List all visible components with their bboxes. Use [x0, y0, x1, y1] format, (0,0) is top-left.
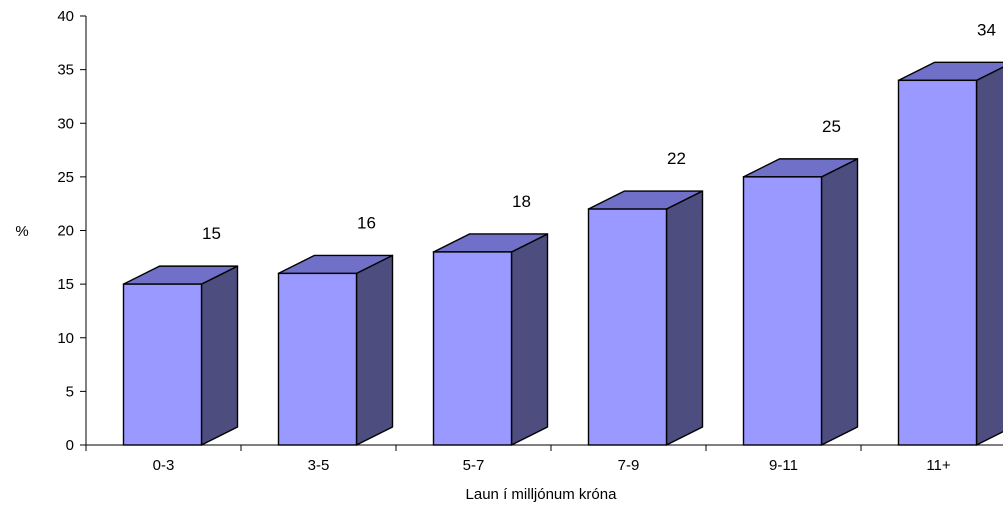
data-labels: 15 16 18 22 25 34 [202, 20, 996, 243]
bar-front-face [587, 208, 668, 446]
x-tick-label: 3-5 [308, 457, 330, 474]
bar [432, 233, 549, 446]
x-tick-label: 0-3 [153, 457, 175, 474]
data-label: 18 [512, 192, 531, 211]
bar-front-face [277, 272, 358, 446]
y-tick-label: 5 [66, 383, 74, 400]
bar [277, 254, 394, 446]
bar-side-face [820, 158, 859, 446]
x-tick-label: 7-9 [618, 457, 640, 474]
y-tick-label: 40 [57, 8, 74, 25]
y-tick-label: 20 [57, 223, 74, 240]
x-tick-label: 11+ [926, 457, 951, 474]
bar-front-face [897, 79, 978, 446]
bar-side-face [510, 233, 549, 446]
axes: 0 5 10 15 20 25 30 35 40 0-3 3-5 5-7 7-9 9-11 11+ [57, 8, 1003, 474]
bar [897, 61, 1003, 446]
data-label: 16 [357, 213, 376, 232]
bar-front-face [122, 283, 203, 446]
y-axis-title: % [15, 223, 28, 240]
bar [742, 158, 859, 446]
y-tick-label: 30 [57, 115, 74, 132]
bar-side-face [665, 190, 704, 446]
x-tick-label: 9-11 [769, 457, 798, 474]
y-tick-label: 25 [57, 169, 74, 186]
x-axis-title: Laun í milljónum króna [466, 486, 618, 503]
data-label: 22 [667, 149, 686, 168]
data-label: 15 [202, 224, 221, 243]
bar-front-face [742, 176, 823, 446]
y-tick-label: 15 [57, 276, 74, 293]
bar-side-face [200, 265, 239, 446]
bar-side-face [355, 254, 394, 446]
data-label: 34 [977, 20, 996, 39]
y-tick-label: 35 [57, 62, 74, 79]
y-tick-label: 10 [57, 330, 74, 347]
x-tick-label: 5-7 [463, 457, 485, 474]
bar-front-face [432, 251, 513, 446]
data-label: 25 [822, 117, 841, 136]
y-tick-label: 0 [66, 437, 74, 454]
bar [122, 265, 239, 446]
bar-side-face [975, 66, 1003, 446]
bar [587, 190, 704, 446]
bars [122, 61, 1003, 446]
